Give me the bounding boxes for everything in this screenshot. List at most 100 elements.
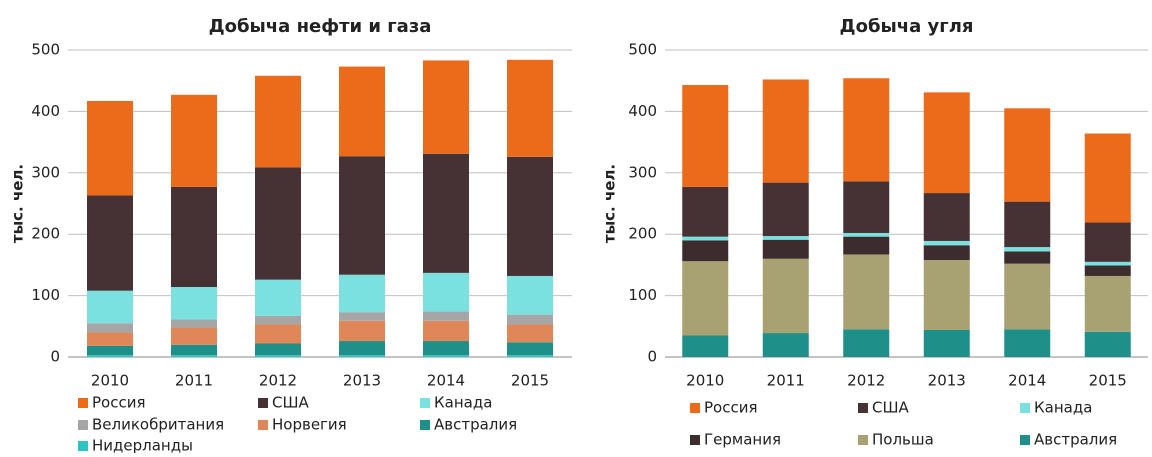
bar-segment [507, 314, 553, 325]
legend-label: Великобритания [92, 416, 224, 434]
bar-segment [339, 312, 385, 321]
bar-segment [923, 259, 970, 330]
bar-segment [171, 287, 217, 320]
bar-segment [1004, 247, 1051, 252]
bar-segment [762, 182, 809, 237]
bar-segment [843, 236, 890, 255]
bar-segment [1084, 133, 1131, 223]
bar-segment [339, 66, 385, 157]
bar-segment [1084, 261, 1131, 266]
legend-label: Австралия [434, 416, 517, 434]
bar-segment [843, 181, 890, 233]
x-tick-label: 2012 [259, 372, 297, 390]
x-tick-label: 2014 [427, 372, 465, 390]
legend-swatch [690, 403, 700, 413]
bar-segment [1004, 108, 1051, 202]
legend-label: США [872, 399, 910, 417]
bar-segment [923, 193, 970, 241]
bar-segment [423, 60, 469, 154]
bar-segment [1084, 265, 1131, 276]
y-tick-label: 400 [31, 102, 60, 120]
bar-segment [923, 240, 970, 246]
x-tick-label: 2013 [928, 372, 966, 390]
legend-label: Польша [872, 431, 934, 449]
bar-segment [255, 167, 301, 280]
bar-segment [843, 329, 890, 357]
y-tick-label: 300 [31, 163, 60, 181]
legend-swatch [1020, 403, 1030, 413]
bar-segment [682, 84, 729, 187]
bar-segment [339, 341, 385, 356]
bar-segment [923, 329, 970, 357]
bar-segment [507, 59, 553, 157]
legend-swatch [420, 420, 430, 430]
bar-segment [171, 319, 217, 328]
bar-segment [682, 240, 729, 262]
legend-label: Канада [1034, 399, 1092, 417]
x-tick-label: 2010 [686, 372, 724, 390]
bar-segment [1084, 275, 1131, 332]
bar-segment [423, 311, 469, 321]
bar-segment [87, 100, 133, 196]
bar-segment [682, 261, 729, 336]
legend-swatch [78, 420, 88, 430]
bar-segment [682, 335, 729, 357]
bar-segment [255, 355, 301, 357]
legend-swatch [258, 420, 268, 430]
bar-segment [255, 324, 301, 344]
y-tick-label: 100 [31, 286, 60, 304]
legend-label: Австралия [1034, 431, 1117, 449]
legend-label: Германия [704, 431, 781, 449]
legend-swatch [78, 441, 88, 451]
bar-segment [507, 156, 553, 276]
y-tick-label: 500 [31, 41, 60, 59]
legend-swatch [420, 398, 430, 408]
legend-label: Россия [704, 399, 758, 417]
bar-segment [423, 153, 469, 273]
bar-segment [171, 186, 217, 288]
bar-segment [923, 92, 970, 194]
bar-segment [339, 274, 385, 313]
legend-swatch [858, 403, 868, 413]
bar-segment [843, 232, 890, 237]
bar-segment [1084, 331, 1131, 357]
x-tick-label: 2015 [511, 372, 549, 390]
chart-title: Добыча угля [840, 16, 974, 37]
bar-segment [87, 345, 133, 356]
bar-segment [843, 254, 890, 330]
bar-segment [423, 355, 469, 357]
bar-segment [1084, 222, 1131, 262]
legend-label: Россия [92, 394, 146, 412]
legend-swatch [690, 435, 700, 445]
y-axis-label: тыс. чел. [601, 164, 619, 243]
bar-segment [255, 279, 301, 316]
bar-segment [423, 341, 469, 356]
bar-segment [255, 315, 301, 325]
x-tick-label: 2011 [175, 372, 213, 390]
x-tick-label: 2013 [343, 372, 381, 390]
bar-segment [87, 323, 133, 333]
bar-segment [507, 275, 553, 315]
legend-swatch [858, 435, 868, 445]
y-tick-label: 200 [31, 225, 60, 243]
bar-segment [87, 355, 133, 357]
x-tick-label: 2012 [847, 372, 885, 390]
bar-segment [762, 333, 809, 357]
legend-label: Нидерланды [92, 437, 193, 454]
y-tick-label: 0 [647, 348, 657, 366]
legend-label: Канада [434, 394, 492, 412]
y-tick-label: 300 [628, 163, 657, 181]
bar-segment [762, 236, 809, 240]
bar-segment [507, 355, 553, 357]
y-tick-label: 0 [50, 348, 60, 366]
bar-segment [171, 94, 217, 187]
x-tick-label: 2011 [767, 372, 805, 390]
y-axis-label: тыс. чел. [9, 164, 27, 243]
legend-swatch [1020, 435, 1030, 445]
y-tick-label: 400 [628, 102, 657, 120]
bar-segment [171, 327, 217, 345]
legend-label: США [272, 394, 310, 412]
bar-segment [339, 156, 385, 275]
chart-title: Добыча нефти и газа [209, 16, 432, 37]
bar-segment [423, 320, 469, 342]
